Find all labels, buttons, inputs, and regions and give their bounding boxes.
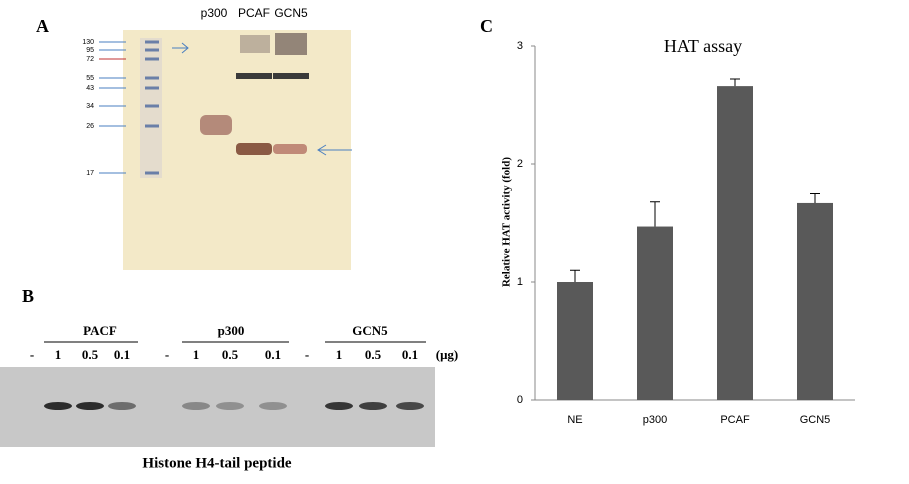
blot-band bbox=[108, 402, 136, 410]
marker-label: 130 bbox=[82, 39, 94, 46]
error-bar bbox=[810, 193, 820, 203]
band bbox=[236, 143, 272, 155]
blot-band bbox=[359, 402, 387, 410]
ladder-band bbox=[145, 124, 159, 128]
caption: Histone H4-tail peptide bbox=[142, 455, 292, 471]
bar bbox=[637, 226, 673, 400]
band bbox=[200, 115, 232, 135]
ladder-band bbox=[145, 86, 159, 90]
x-tick-label: p300 bbox=[643, 414, 667, 426]
dose-label: 0.5 bbox=[222, 347, 239, 362]
marker-label: 95 bbox=[86, 47, 94, 54]
x-tick-label: NE bbox=[567, 414, 582, 426]
y-tick-label: 3 bbox=[517, 40, 523, 52]
dose-label: 0.5 bbox=[365, 347, 382, 362]
error-bar bbox=[650, 201, 660, 227]
dose-label: 0.5 bbox=[82, 347, 99, 362]
y-axis-title: Relative HAT activity (fold) bbox=[501, 157, 513, 287]
blank-label: - bbox=[30, 347, 34, 362]
dose-label: 1 bbox=[55, 347, 62, 362]
band bbox=[273, 144, 307, 154]
dose-label: 0.1 bbox=[402, 347, 418, 362]
error-bar bbox=[730, 78, 740, 87]
arrow bbox=[317, 144, 352, 156]
marker-label: 26 bbox=[86, 123, 94, 130]
y-tick-label: 0 bbox=[517, 394, 523, 406]
error-bar bbox=[570, 269, 580, 282]
ladder-band bbox=[145, 76, 159, 80]
x-tick-label: PCAF bbox=[720, 414, 750, 426]
blot-band bbox=[259, 402, 287, 410]
chart-title: HAT assay bbox=[664, 36, 742, 56]
ladder-band bbox=[145, 171, 159, 175]
ladder-band bbox=[145, 40, 159, 44]
dose-label: 1 bbox=[336, 347, 343, 362]
group-label: p300 bbox=[218, 323, 245, 338]
blank-label: - bbox=[305, 347, 309, 362]
blot-band bbox=[216, 402, 244, 410]
bar bbox=[717, 86, 753, 401]
marker-label: 34 bbox=[86, 103, 94, 110]
blot-band bbox=[182, 402, 210, 410]
blot-band bbox=[396, 402, 424, 410]
group-label: GCN5 bbox=[352, 323, 388, 338]
blot-band bbox=[76, 402, 104, 410]
panel-label: C bbox=[480, 16, 493, 36]
dose-label: 0.1 bbox=[114, 347, 130, 362]
panel-label: A bbox=[36, 16, 49, 36]
ladder-band bbox=[145, 57, 159, 61]
blot-band bbox=[44, 402, 72, 410]
group-label: PACF bbox=[83, 323, 117, 338]
panel-label: B bbox=[22, 286, 34, 306]
blank-label: - bbox=[165, 347, 169, 362]
marker-lane bbox=[140, 38, 162, 178]
marker-label: 55 bbox=[86, 75, 94, 82]
ladder-band bbox=[145, 48, 159, 52]
band bbox=[240, 35, 270, 53]
lane-label: p300 bbox=[201, 6, 228, 20]
band bbox=[236, 73, 272, 79]
band bbox=[273, 73, 309, 79]
marker-label: 17 bbox=[86, 170, 94, 177]
bar bbox=[557, 282, 593, 400]
unit: (μg) bbox=[436, 347, 459, 362]
ladder-band bbox=[145, 104, 159, 108]
marker-label: 43 bbox=[86, 85, 94, 92]
bar bbox=[797, 202, 833, 400]
y-tick-label: 2 bbox=[517, 158, 523, 170]
y-tick-label: 1 bbox=[517, 276, 523, 288]
band bbox=[275, 33, 307, 55]
dose-label: 1 bbox=[193, 347, 200, 362]
x-tick-label: GCN5 bbox=[800, 414, 831, 426]
dose-label: 0.1 bbox=[265, 347, 281, 362]
arrow bbox=[172, 42, 189, 54]
blot-band bbox=[325, 402, 353, 410]
lane-label: GCN5 bbox=[274, 6, 308, 20]
lane-label: PCAF bbox=[238, 6, 270, 20]
marker-label: 72 bbox=[86, 56, 94, 63]
